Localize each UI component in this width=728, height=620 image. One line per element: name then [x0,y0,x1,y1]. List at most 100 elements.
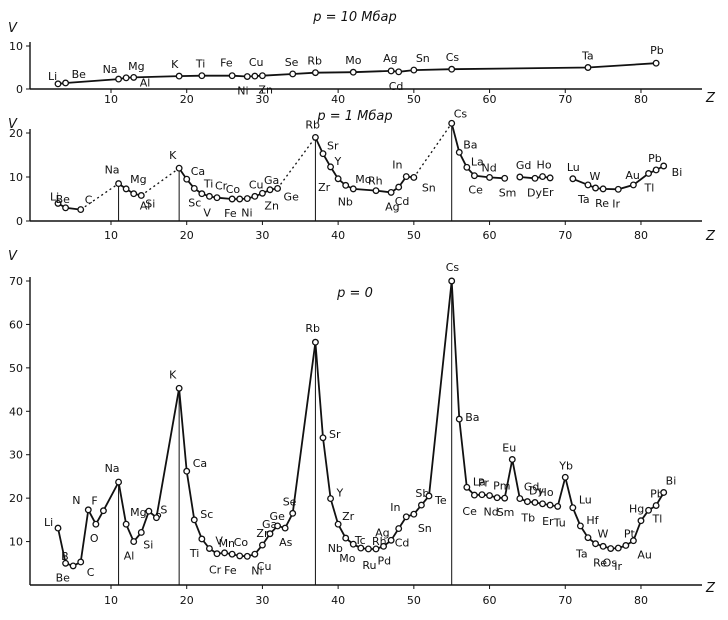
element-label-ti: Ti [203,178,213,191]
point-marker-cs [448,65,456,73]
element-label-in: In [392,159,402,172]
point-marker-zn [258,541,266,549]
element-label-ca: Ca [191,165,205,178]
x-tick-label: 10 [104,594,118,607]
point-marker-nb [342,534,350,542]
element-label-ag: Ag [385,200,400,213]
figure-caption [4,607,724,620]
point-marker-be [62,79,70,87]
point-marker-mg [122,74,130,82]
point-marker-se [289,509,297,517]
element-label-be: Be [72,68,87,81]
element-label-te: Te [434,494,447,507]
point-marker-au [629,537,637,545]
point-marker-y [327,495,335,503]
point-marker-be [62,559,70,567]
element-label-be: Be [56,193,71,206]
element-label-cu: Cu [249,178,264,191]
point-marker-co [236,195,244,203]
element-label-b: B [61,550,69,563]
element-label-ta: Ta [581,50,594,63]
element-label-zr: Zr [342,510,355,523]
point-marker-cd [395,525,403,532]
x-tick-label: 60 [483,93,497,106]
point-marker-sm [501,494,509,502]
element-label-fe: Fe [224,207,237,220]
point-marker-ca [183,175,191,183]
x-tick-label: 40 [331,594,345,607]
y-axis-label: V [8,21,18,36]
point-marker-w [592,540,599,548]
point-marker-hg [637,517,645,525]
element-label-nb: Nb [328,542,343,555]
point-marker-nd [486,492,493,499]
series-dashed-link [413,122,453,178]
element-label-pb: Pb [650,488,664,501]
point-marker-ru [364,545,372,553]
element-label-ge: Ge [270,510,286,523]
element-label-tc: Tc [354,534,366,547]
x-tick-label: 80 [634,93,648,106]
point-marker-fe [228,72,236,80]
element-label-si: Si [145,197,155,210]
element-label-li: Li [48,70,57,83]
point-marker-w [592,184,599,192]
point-marker-ti [198,72,206,80]
element-label-be: Be [56,571,71,584]
point-marker-sc [190,184,198,192]
point-marker-er [546,174,554,182]
point-marker-ni [243,552,251,560]
element-label-se: Se [283,495,297,508]
point-marker-au [629,181,637,189]
element-label-ti: Ti [189,547,199,560]
point-marker-ag [387,188,395,196]
point-marker-re [599,542,607,550]
element-label-ag: Ag [383,52,398,65]
element-label-mg: Mg [128,60,144,73]
point-marker-ta [584,64,592,71]
point-marker-rh [372,187,380,195]
x-tick-label: 30 [255,594,269,607]
point-marker-mg [122,520,130,528]
point-marker-k [175,72,183,80]
point-marker-lu [569,504,577,512]
point-marker-ti [198,190,206,198]
point-marker-li [54,524,62,532]
x-tick-label: 60 [483,594,497,607]
point-marker-ca [183,467,191,475]
element-label-ni: Ni [241,207,252,220]
point-marker-zr [334,175,342,183]
point-marker-hf [576,522,584,530]
point-marker-s [152,514,160,522]
element-label-tu: Tu [553,516,566,529]
point-marker-te [425,492,433,500]
element-label-ga: Ga [264,174,279,187]
element-label-o: O [90,532,99,545]
point-marker-dy [531,174,539,182]
element-label-k: K [171,58,179,71]
y-tick-label: 0 [16,83,23,96]
element-label-ge: Ge [284,190,300,203]
y-tick-label: 70 [9,275,23,288]
y-tick-label: 60 [9,318,23,331]
x-tick-label: 20 [180,93,194,106]
element-label-eu: Eu [502,441,516,454]
point-marker-pd [380,542,388,550]
point-marker-al [130,73,138,81]
element-label-cr: Cr [215,180,228,193]
point-marker-eu [508,456,516,463]
element-label-sn: Sn [416,52,430,65]
panel-title: p = 0 [336,286,373,301]
point-marker-co [236,552,244,560]
element-label-ru: Ru [362,559,376,572]
element-label-cu: Cu [257,560,272,573]
point-marker-os [607,545,615,552]
element-label-pm: Pm [493,480,510,493]
point-marker-re [599,185,607,193]
x-tick-label: 70 [558,594,572,607]
y-tick-label: 0 [16,215,23,228]
element-label-yb: Yb [558,459,573,472]
x-tick-label: 30 [255,93,269,106]
point-marker-b [69,562,77,570]
